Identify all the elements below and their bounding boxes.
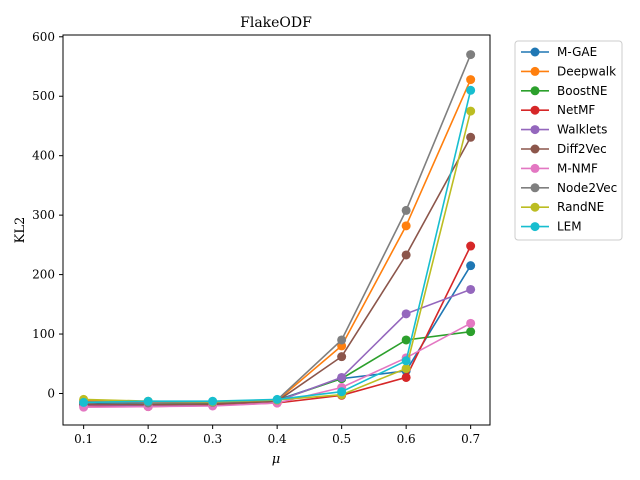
legend-marker — [530, 222, 540, 232]
series-diff2vec — [79, 132, 476, 410]
data-point-diff2vec — [401, 250, 411, 260]
legend-label: Node2Vec — [557, 181, 617, 195]
x-axis: 0.1 0.2 0.3 0.4 0.5 0.6 0.7 — [74, 425, 480, 446]
legend-marker — [530, 47, 540, 57]
legend-item-lem: LEM — [521, 220, 582, 234]
legend-marker — [530, 86, 540, 96]
legend-item-m-nmf: M-NMF — [521, 161, 598, 175]
legend-marker — [530, 144, 540, 154]
data-point-netmf — [401, 372, 411, 382]
data-point-deepwalk — [466, 75, 476, 85]
legend-item-walklets: Walklets — [521, 123, 607, 137]
y-tick-label: 500 — [32, 89, 55, 103]
legend-label: LEM — [557, 220, 582, 234]
plot-frame — [62, 34, 491, 426]
data-point-diff2vec — [337, 352, 347, 362]
x-tick-label: 0.7 — [461, 432, 480, 446]
x-tick-label: 0.5 — [332, 432, 351, 446]
data-point-netmf — [466, 241, 476, 251]
x-tick-label: 0.6 — [397, 432, 416, 446]
data-point-lem — [143, 396, 153, 406]
y-tick-label: 0 — [47, 386, 55, 400]
legend-item-boostne: BoostNE — [521, 84, 607, 98]
x-axis-label: μ — [272, 452, 280, 467]
legend-label: NetMF — [557, 103, 595, 117]
data-point-walklets — [466, 284, 476, 294]
legend-label: Diff2Vec — [557, 142, 607, 156]
x-tick-label: 0.4 — [268, 432, 287, 446]
data-point-node2vec — [401, 205, 411, 215]
plot-area — [62, 34, 491, 426]
series-lem — [79, 85, 476, 407]
legend-label: M-GAE — [557, 45, 597, 59]
legend-item-m-gae: M-GAE — [521, 45, 597, 59]
data-point-lem — [79, 397, 89, 407]
legend-item-netmf: NetMF — [521, 103, 595, 117]
legend-label: Walklets — [557, 123, 607, 137]
x-tick-label: 0.3 — [203, 432, 222, 446]
series-randne — [79, 106, 476, 407]
legend-item-randne: RandNE — [521, 200, 604, 214]
data-point-randne — [401, 364, 411, 374]
legend-item-diff2vec: Diff2Vec — [521, 142, 607, 156]
y-tick-label: 200 — [32, 268, 55, 282]
y-tick-label: 100 — [32, 327, 55, 341]
legend-marker — [530, 202, 540, 212]
data-point-lem — [272, 394, 282, 404]
legend-marker — [530, 125, 540, 135]
legend-item-node2vec: Node2Vec — [521, 181, 617, 195]
chart-title: FlakeODF — [240, 15, 312, 31]
legend: M-GAE Deepwalk BoostNE NetMF Walklets Diff2Ve… — [514, 40, 623, 241]
series-line-netmf — [83, 245, 472, 408]
data-point-walklets — [401, 309, 411, 319]
series-netmf — [79, 241, 476, 412]
y-axis: 0 100 200 300 400 500 600 — [32, 30, 63, 400]
data-point-lem — [337, 387, 347, 397]
data-point-boostne — [401, 335, 411, 345]
data-point-deepwalk — [401, 221, 411, 231]
series-walklets — [79, 284, 476, 410]
x-tick-label: 0.1 — [74, 432, 93, 446]
series-m-gae — [79, 261, 476, 409]
legend-label: BoostNE — [557, 84, 607, 98]
data-point-lem — [208, 396, 218, 406]
legend-marker — [530, 105, 540, 115]
series-line-node2vec — [83, 54, 472, 404]
series-line-lem — [83, 90, 472, 404]
legend-marker — [530, 66, 540, 76]
legend-label: RandNE — [557, 200, 604, 214]
data-point-lem — [401, 356, 411, 366]
data-point-m-gae — [466, 261, 476, 271]
data-point-node2vec — [466, 50, 476, 60]
data-point-m-nmf — [466, 318, 476, 328]
data-point-walklets — [337, 372, 347, 382]
data-point-boostne — [466, 327, 476, 337]
legend-label: Deepwalk — [557, 64, 616, 78]
series-layer — [79, 50, 476, 412]
data-point-lem — [466, 85, 476, 95]
x-tick-label: 0.2 — [139, 432, 158, 446]
legend-item-deepwalk: Deepwalk — [521, 64, 616, 78]
data-point-diff2vec — [466, 132, 476, 142]
y-tick-label: 400 — [32, 149, 55, 163]
legend-label: M-NMF — [557, 161, 598, 175]
series-line-randne — [83, 110, 472, 403]
data-point-randne — [466, 106, 476, 116]
legend-marker — [530, 183, 540, 193]
series-line-walklets — [83, 288, 471, 407]
legend-marker — [530, 163, 540, 173]
data-point-node2vec — [337, 335, 347, 345]
y-tick-label: 300 — [32, 208, 55, 222]
y-axis-label: KL2 — [13, 217, 28, 244]
y-tick-label: 600 — [32, 30, 55, 44]
